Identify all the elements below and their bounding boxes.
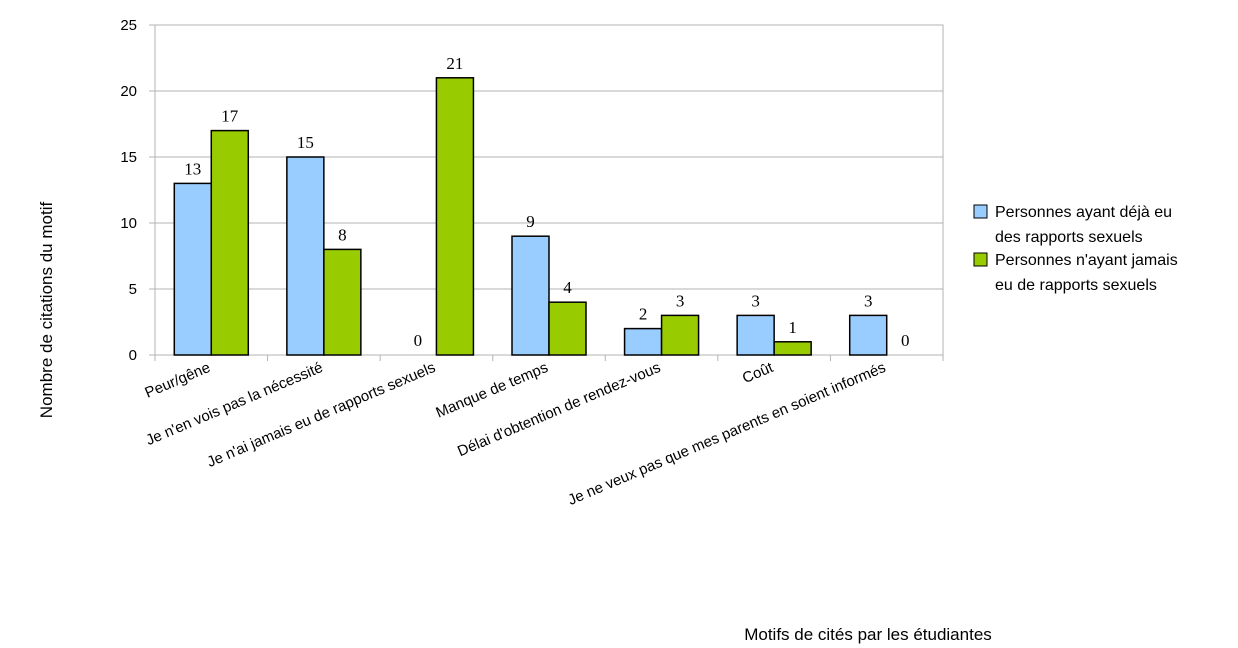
y-tick-label: 10: [120, 215, 137, 232]
y-tick-label: 0: [129, 347, 137, 364]
bar-s1-1: [173, 182, 213, 356]
x-axis-title: Motifs de cités par les étudiantes: [744, 625, 992, 644]
bar-s1-4: [511, 235, 550, 356]
legend-item: Personnes n'ayant jamais eu de rapports s…: [973, 252, 1178, 294]
data-label: 3: [864, 291, 873, 310]
category-label: Délai d'obtention de rendez-vous: [455, 359, 663, 460]
legend-label: Personnes ayant déjà eu: [995, 204, 1172, 221]
legend-label: des rapports sexuels: [995, 229, 1143, 246]
legend-swatch: [973, 252, 988, 267]
category-label: Peur/gêne: [142, 359, 212, 402]
legend-label: eu de rapports sexuels: [995, 277, 1157, 294]
data-label: 2: [639, 305, 648, 324]
data-label: 4: [563, 278, 572, 297]
bar-s2-6: [773, 341, 812, 356]
bars: [173, 77, 888, 356]
data-label: 13: [184, 159, 201, 178]
data-label: 8: [338, 225, 347, 244]
legend-swatch: [973, 204, 988, 219]
bar-s2-5: [660, 314, 700, 356]
data-label: 3: [676, 291, 685, 310]
axes: [149, 24, 944, 361]
y-tick-label: 25: [120, 17, 137, 34]
y-tick-labels: 0 5 10 15 20 25: [120, 17, 137, 364]
data-label: 15: [297, 133, 314, 152]
data-label: 3: [751, 291, 760, 310]
bar-s1-7: [848, 314, 888, 356]
bar-s2-3: [435, 77, 475, 356]
category-label: Je n'en vois pas la nécessité: [143, 359, 325, 449]
legend-item: Personnes ayant déjà eu des rapports sexu…: [973, 204, 1172, 246]
data-label: 0: [901, 331, 910, 350]
legend: Personnes ayant déjà eu des rapports sexu…: [973, 204, 1178, 294]
bar-s2-1: [210, 129, 250, 356]
bar-s2-4: [548, 301, 587, 356]
data-label: 1: [788, 318, 797, 337]
bar-s1-2: [286, 156, 325, 356]
y-tick-label: 15: [120, 149, 137, 166]
data-label: 0: [414, 331, 423, 350]
y-tick-label: 5: [129, 281, 137, 298]
y-axis-title: Nombre de citations du motif: [37, 202, 56, 419]
legend-label: Personnes n'ayant jamais: [995, 252, 1178, 269]
data-label: 21: [446, 54, 463, 73]
y-tick-label: 20: [120, 83, 137, 100]
data-label: 9: [526, 212, 535, 231]
bar-s1-5: [623, 327, 663, 356]
bar-s2-2: [323, 248, 362, 356]
data-label: 17: [221, 107, 239, 126]
bar-s1-6: [736, 314, 775, 356]
category-label: Coût: [740, 359, 777, 387]
